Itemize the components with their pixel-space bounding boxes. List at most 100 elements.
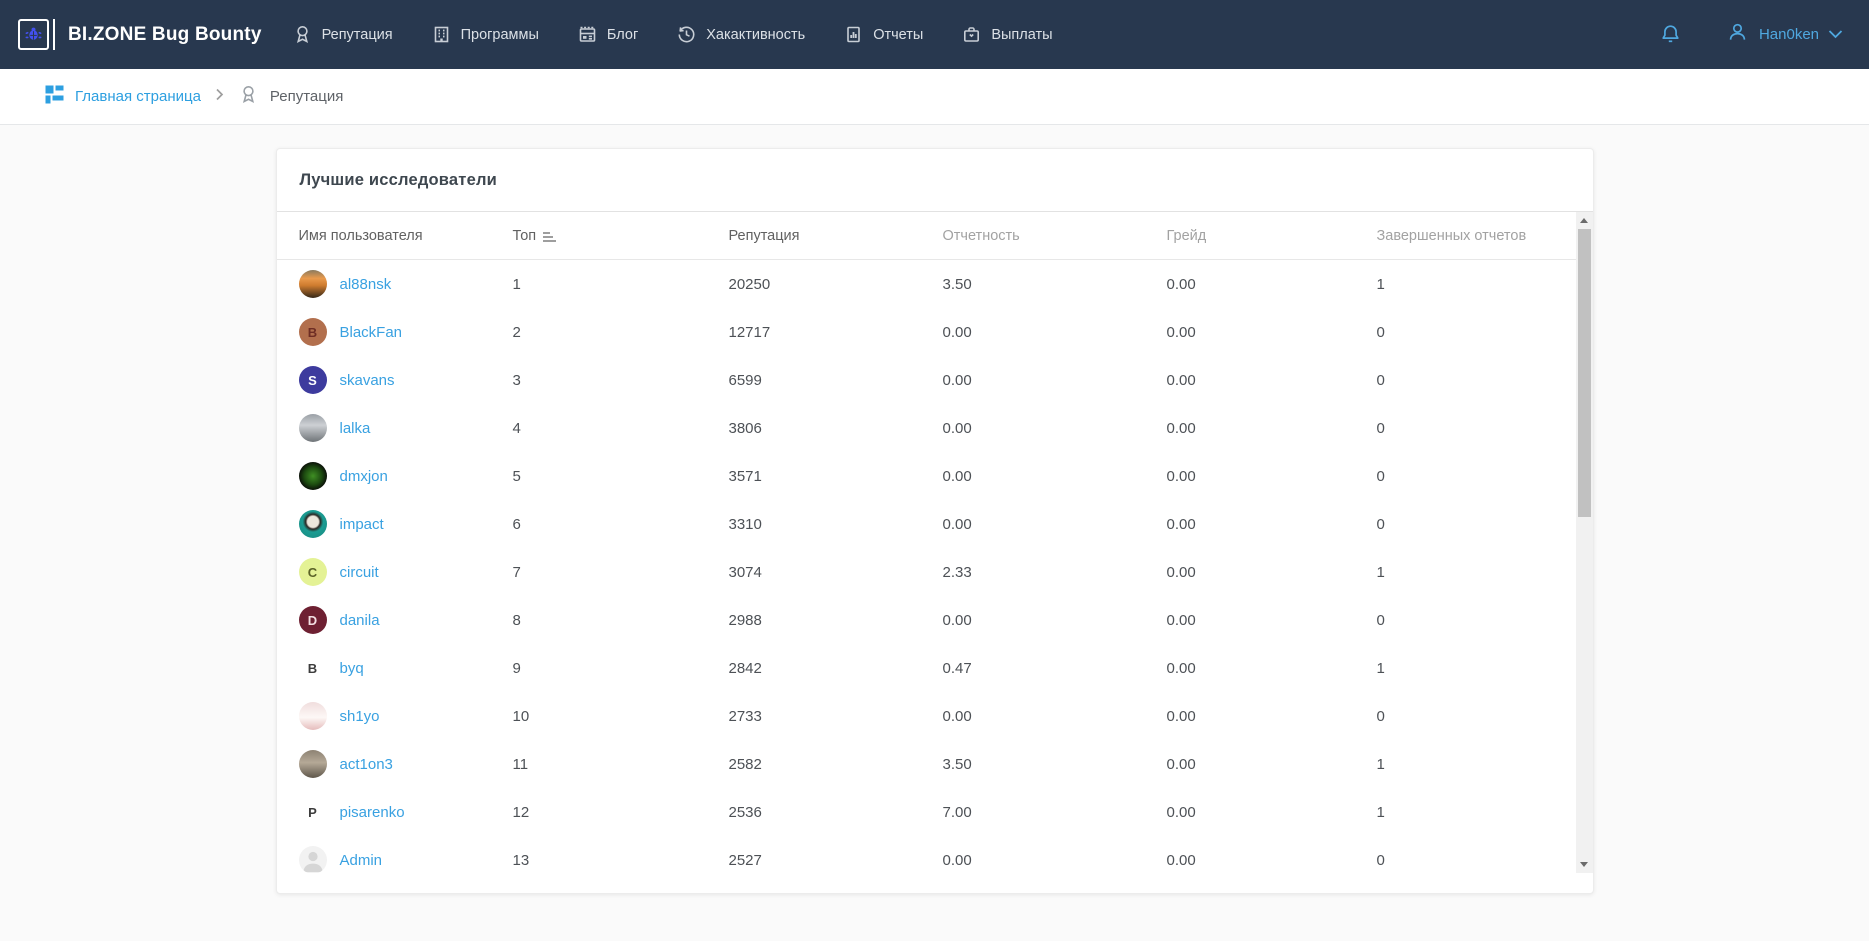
top-cell: 6 <box>512 515 521 533</box>
main-content: Лучшие исследователи Имя пользователя То… <box>0 125 1869 894</box>
user-avatar <box>298 270 327 298</box>
username-link[interactable]: skavans <box>339 371 395 389</box>
reputation-cell: 2733 <box>728 707 762 725</box>
history-clock-icon <box>676 24 697 45</box>
column-header-completed-reports[interactable]: Завершенных отчетов <box>1376 227 1527 244</box>
grade-cell: 0.00 <box>1166 467 1196 485</box>
breadcrumb-home-link[interactable]: Главная страница <box>45 85 201 108</box>
table-row: impact 6 3310 0.00 0.00 0 <box>277 500 1593 548</box>
reputation-cell: 2842 <box>728 659 762 677</box>
reporting-cell: 0.00 <box>942 419 972 437</box>
table-body: al88nsk 1 20250 3.50 0.00 1 B BlackFan 2… <box>277 260 1593 873</box>
reporting-cell: 0.47 <box>942 659 972 677</box>
grade-cell: 0.00 <box>1166 371 1196 389</box>
table-row: B byq 9 2842 0.47 0.00 1 <box>277 644 1593 692</box>
username-link[interactable]: impact <box>339 515 384 533</box>
table-row: act1on3 11 2582 3.50 0.00 1 <box>277 740 1593 788</box>
reputation-cell: 2527 <box>728 851 762 869</box>
top-cell: 11 <box>512 755 529 773</box>
brand-title: BI.ZONE Bug Bounty <box>68 23 262 45</box>
reputation-cell: 6599 <box>728 371 762 389</box>
table-row: B BlackFan 2 12717 0.00 0.00 0 <box>277 308 1593 356</box>
vertical-scrollbar[interactable] <box>1575 212 1593 873</box>
scroll-up-button[interactable] <box>1576 212 1593 229</box>
nav-item-label: Отчеты <box>873 26 924 43</box>
top-cell: 2 <box>512 323 521 341</box>
nav-item-blog[interactable]: Блог <box>577 24 638 45</box>
user-avatar: P <box>298 798 327 826</box>
grade-cell: 0.00 <box>1166 419 1196 437</box>
top-navbar: BI.ZONE Bug Bounty Репутация <box>0 0 1869 69</box>
column-header-top[interactable]: Топ <box>513 228 729 244</box>
nav-item-reputation[interactable]: Репутация <box>292 24 393 45</box>
building-icon <box>431 24 452 45</box>
username-link[interactable]: al88nsk <box>339 275 392 293</box>
column-header-grade[interactable]: Грейд <box>1166 227 1207 244</box>
column-header-reputation[interactable]: Репутация <box>728 227 800 244</box>
top-cell: 3 <box>512 371 521 389</box>
username-link[interactable]: danila <box>339 611 380 629</box>
username-link[interactable]: circuit <box>339 563 379 581</box>
completed-cell: 0 <box>1376 323 1385 341</box>
scrollbar-thumb[interactable] <box>1577 229 1591 517</box>
table-row: dmxjon 5 3571 0.00 0.00 0 <box>277 452 1593 500</box>
reputation-cell: 2988 <box>728 611 762 629</box>
nav-item-programs[interactable]: Программы <box>431 24 539 45</box>
completed-cell: 1 <box>1376 275 1385 293</box>
reporting-cell: 0.00 <box>942 611 972 629</box>
grade-cell: 0.00 <box>1166 563 1196 581</box>
person-icon <box>1725 20 1750 50</box>
main-navigation: Репутация Программы <box>292 24 1053 45</box>
column-header-reporting[interactable]: Отчетность <box>942 227 1020 244</box>
nav-item-label: Выплаты <box>991 26 1053 43</box>
grade-cell: 0.00 <box>1166 707 1196 725</box>
username-link[interactable]: lalka <box>339 419 371 437</box>
bell-icon[interactable] <box>1658 22 1683 47</box>
table-row: sh1yo 10 2733 0.00 0.00 0 <box>277 692 1593 740</box>
username-link[interactable]: BlackFan <box>339 323 403 341</box>
nav-item-hacktivity[interactable]: Хакактивность <box>676 24 805 45</box>
username-link[interactable]: pisarenko <box>339 803 405 821</box>
reporting-cell: 2.33 <box>942 563 972 581</box>
reporting-cell: 3.50 <box>942 755 972 773</box>
medal-icon <box>292 24 313 45</box>
username-link[interactable]: Admin <box>339 851 383 869</box>
nav-item-reports[interactable]: Отчеты <box>843 24 923 45</box>
nav-item-payments[interactable]: Выплаты <box>961 24 1053 45</box>
grade-cell: 0.00 <box>1166 659 1196 677</box>
top-cell: 5 <box>512 467 521 485</box>
completed-cell: 1 <box>1376 659 1385 677</box>
reputation-cell: 2536 <box>728 803 762 821</box>
top-cell: 10 <box>512 707 530 725</box>
brand-logo[interactable]: BI.ZONE Bug Bounty <box>18 19 262 50</box>
sort-ascending-icon <box>543 231 557 242</box>
username-link[interactable]: act1on3 <box>339 755 393 773</box>
completed-cell: 0 <box>1376 515 1385 533</box>
username-link[interactable]: dmxjon <box>339 467 388 485</box>
username: Han0ken <box>1758 26 1819 43</box>
user-avatar <box>298 414 327 442</box>
grade-cell: 0.00 <box>1166 275 1196 293</box>
user-avatar <box>298 750 327 778</box>
scroll-down-button[interactable] <box>1576 856 1593 873</box>
breadcrumb-home-label: Главная страница <box>75 88 201 105</box>
user-avatar: C <box>298 558 327 586</box>
completed-cell: 0 <box>1376 467 1385 485</box>
reputation-cell: 3310 <box>728 515 762 533</box>
table-row: D danila 8 2988 0.00 0.00 0 <box>277 596 1593 644</box>
username-link[interactable]: sh1yo <box>339 707 380 725</box>
table-row: C circuit 7 3074 2.33 0.00 1 <box>277 548 1593 596</box>
bizone-bug-logo-icon <box>18 19 49 50</box>
user-menu[interactable]: Han0ken <box>1725 20 1843 50</box>
reporting-cell: 0.00 <box>942 515 972 533</box>
chevron-down-icon <box>1828 26 1843 44</box>
completed-cell: 0 <box>1376 707 1385 725</box>
reporting-cell: 0.00 <box>942 467 972 485</box>
table-row: P pisarenko 12 2536 7.00 0.00 1 <box>277 788 1593 836</box>
username-link[interactable]: byq <box>339 659 364 677</box>
user-avatar <box>298 510 327 538</box>
column-header-username[interactable]: Имя пользователя <box>298 227 423 244</box>
medal-icon <box>238 84 259 109</box>
user-avatar: D <box>298 606 327 634</box>
default-person-avatar <box>298 846 327 873</box>
